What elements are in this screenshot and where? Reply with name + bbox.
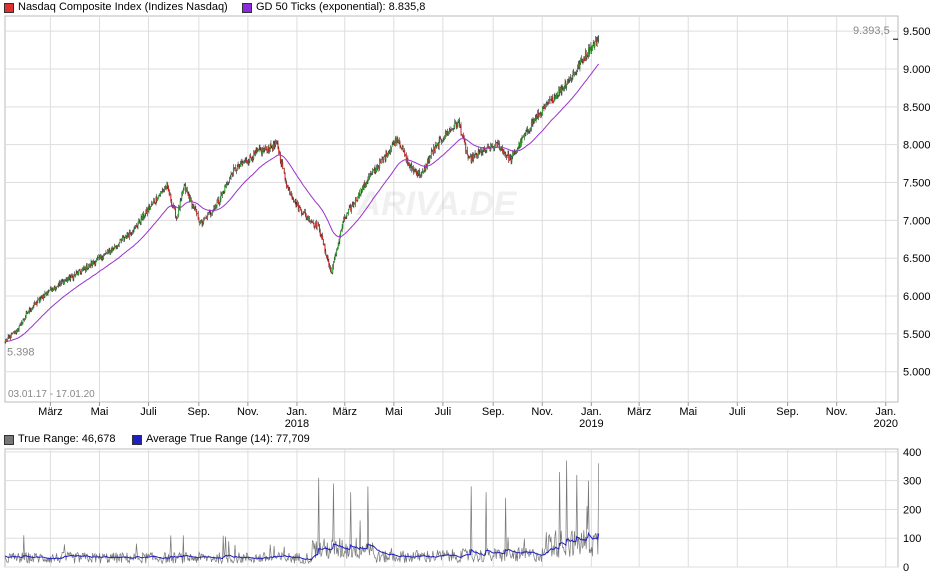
- x-tick-label: Jan.: [581, 406, 602, 418]
- main-legend-label: GD 50 Ticks (exponential): 8.835,8: [256, 1, 426, 13]
- x-year-label: 2018: [285, 418, 309, 430]
- sub-legend-label: Average True Range (14): 77,709: [146, 433, 310, 445]
- range-y-tick-label: 100: [903, 533, 921, 545]
- x-tick-label: Sep.: [776, 406, 799, 418]
- last-value-label: 9.393,5: [853, 25, 890, 37]
- watermark-text: ARIVA.DE: [356, 185, 518, 223]
- price-candles: [4, 35, 600, 344]
- x-tick-label: Mai: [91, 406, 109, 418]
- x-tick-label: Nov.: [237, 406, 259, 418]
- x-tick-label: März: [627, 406, 651, 418]
- range-y-tick-label: 400: [903, 447, 921, 459]
- main-legend-item-ema: GD 50 Ticks (exponential): 8.835,8: [242, 1, 425, 14]
- sub-legend-item-tr: True Range: 46,678: [4, 433, 115, 446]
- price-y-tick-label: 7.500: [903, 178, 931, 190]
- range-plot-frame: [4, 448, 899, 568]
- price-y-tick-label: 8.500: [903, 102, 931, 114]
- price-y-tick-label: 9.000: [903, 64, 931, 76]
- range-y-tick-label: 0: [903, 562, 909, 574]
- range-y-tick-label: 200: [903, 504, 921, 516]
- atr-swatch-icon: [132, 434, 142, 445]
- x-tick-label: Jan.: [875, 406, 896, 418]
- price-y-tick-label: 8.000: [903, 140, 931, 152]
- x-tick-label: Nov.: [531, 406, 553, 418]
- price-y-tick-label: 9.500: [903, 26, 931, 38]
- sub-legend-label: True Range: 46,678: [18, 433, 116, 445]
- x-tick-label: Juli: [435, 406, 452, 418]
- first-value-label: 5.398: [7, 347, 35, 359]
- x-year-label: 2019: [579, 418, 603, 430]
- price-y-tick-label: 6.000: [903, 291, 931, 303]
- main-legend-item-price: Nasdaq Composite Index (Indizes Nasdaq): [4, 1, 228, 14]
- ema-line: [4, 63, 600, 343]
- x-tick-label: Jan.: [287, 406, 308, 418]
- x-tick-label: Juli: [729, 406, 746, 418]
- true-range-line: [4, 460, 600, 565]
- x-tick-label: März: [333, 406, 357, 418]
- tr-swatch-icon: [4, 434, 14, 445]
- price-y-tick-label: 5.500: [903, 329, 931, 341]
- price-swatch-icon: [4, 2, 14, 13]
- price-y-tick-label: 6.500: [903, 253, 931, 265]
- x-year-label: 2020: [873, 418, 897, 430]
- ema-swatch-icon: [242, 2, 252, 13]
- x-tick-label: Sep.: [187, 406, 210, 418]
- x-tick-label: Nov.: [826, 406, 848, 418]
- x-tick-label: Juli: [140, 406, 157, 418]
- main-legend-label: Nasdaq Composite Index (Indizes Nasdaq): [18, 1, 228, 13]
- x-tick-label: März: [38, 406, 62, 418]
- range-y-tick-label: 300: [903, 476, 921, 488]
- x-tick-label: Mai: [679, 406, 697, 418]
- price-plot-frame: [4, 15, 899, 403]
- atr-line: [4, 531, 600, 561]
- date-range-label: 03.01.17 - 17.01.20: [8, 389, 95, 400]
- x-tick-label: Sep.: [482, 406, 505, 418]
- sub-legend-item-atr: Average True Range (14): 77,709: [132, 433, 310, 446]
- x-tick-label: Mai: [385, 406, 403, 418]
- price-y-tick-label: 5.000: [903, 367, 931, 379]
- price-y-tick-label: 7.000: [903, 215, 931, 227]
